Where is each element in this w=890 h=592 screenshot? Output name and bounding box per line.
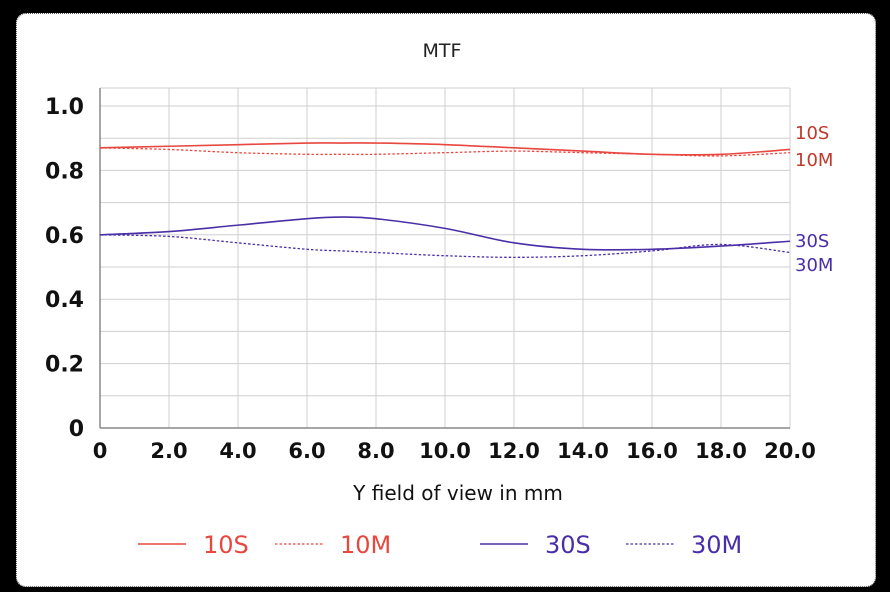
x-tick-labels: 0 2.0 4.0 6.0 8.0 10.0 12.0 14.0 16.0 18.0 20.0 [93, 439, 816, 463]
series-line-10m [99, 147, 791, 157]
series-line-30m [99, 234, 791, 258]
series-end-labels: 10S 10M 30S 30M [795, 123, 833, 276]
y-tick-label: 0.6 [45, 224, 84, 249]
legend-item-30m: 30M [626, 531, 742, 559]
x-tick-label: 0 [93, 439, 108, 463]
x-tick-label: 12.0 [488, 439, 540, 463]
legend-item-10s: 10S [138, 531, 249, 559]
x-axis-label: Y field of view in mm [352, 481, 563, 505]
axes [99, 88, 790, 429]
x-tick-label: 14.0 [557, 439, 609, 463]
end-label-10m: 10M [795, 150, 833, 171]
series-line-10s [99, 142, 791, 156]
legend-item-10m: 10M [275, 531, 391, 559]
series-lines [99, 142, 791, 258]
legend-label: 30S [545, 531, 591, 559]
x-tick-label: 10.0 [419, 439, 471, 463]
chart-title: MTF [423, 40, 462, 62]
x-tick-label: 18.0 [695, 439, 747, 463]
legend-label: 30M [691, 531, 742, 559]
end-label-30m: 30M [795, 255, 833, 276]
legend: 10S 10M 30S 30M [138, 531, 742, 559]
grid [100, 87, 791, 428]
y-tick-label: 1.0 [45, 95, 84, 120]
x-tick-label: 2.0 [150, 439, 187, 463]
chart-card [16, 13, 876, 587]
legend-label: 10M [340, 531, 391, 559]
x-tick-label: 20.0 [764, 439, 816, 463]
end-label-10s: 10S [795, 123, 829, 144]
end-label-30s: 30S [795, 231, 829, 252]
series-line-30s [99, 216, 791, 251]
y-tick-labels: 0 0.2 0.4 0.6 0.8 1.0 [45, 95, 84, 442]
y-tick-label: 0 [69, 417, 84, 442]
x-tick-label: 6.0 [288, 439, 325, 463]
x-tick-label: 16.0 [626, 439, 678, 463]
x-tick-label: 8.0 [357, 439, 394, 463]
y-tick-label: 0.4 [45, 288, 84, 313]
x-tick-label: 4.0 [219, 439, 256, 463]
legend-label: 10S [203, 531, 249, 559]
y-tick-label: 0.2 [45, 353, 84, 378]
legend-item-30s: 30S [480, 531, 591, 559]
y-tick-label: 0.8 [45, 159, 84, 184]
